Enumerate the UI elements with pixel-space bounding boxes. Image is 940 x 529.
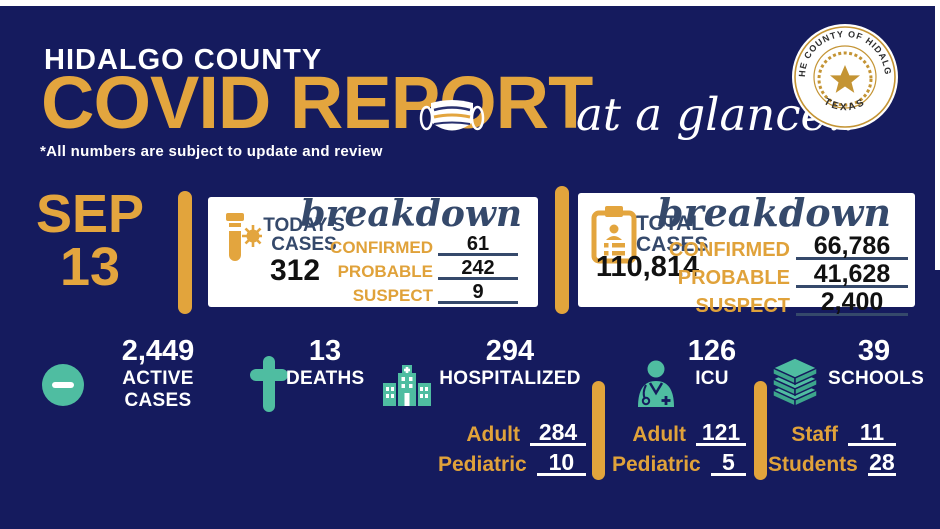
stat-label: HOSPITALIZED — [439, 368, 581, 389]
card-label-line2: CASES — [271, 234, 337, 256]
total-cases-card: TOTAL CASES 110,814 breakdown CONFIRMED … — [578, 190, 915, 316]
stat-label: ICU — [695, 368, 729, 389]
gold-divider — [754, 381, 767, 480]
breakdown-title: breakdown — [657, 190, 891, 235]
card-label-line1: TOTAL — [636, 212, 705, 235]
row-label: SUSPECT — [695, 295, 790, 317]
disclaimer-text: *All numbers are subject to update and r… — [40, 143, 383, 160]
substat-label: Adult — [466, 423, 520, 446]
substat-value: 10 — [536, 451, 586, 476]
row-value: 242 — [438, 258, 518, 280]
active-cases-stat: 2,449 ACTIVE CASES — [88, 334, 228, 412]
substat-value: 5 — [710, 451, 746, 476]
substat-value: 11 — [848, 421, 896, 446]
substat-value: 121 — [696, 421, 746, 446]
row-value: 9 — [438, 282, 518, 304]
stacked-books-icon — [771, 358, 819, 408]
stat-value: 2,449 — [121, 335, 195, 367]
substat-label: Students — [768, 453, 858, 476]
breakdown-row: CONFIRMED 61 — [330, 234, 518, 257]
date-day: 13 — [59, 237, 121, 297]
card-label: TODAY'S CASES — [252, 216, 356, 255]
stat-value: 294 — [485, 335, 535, 367]
minus-circle-icon — [42, 364, 84, 406]
deaths-stat: 13 DEATHS — [286, 334, 364, 390]
face-mask-icon — [419, 100, 485, 131]
breakdown-rows: CONFIRMED 61 PROBABLE 242 SUSPECT 9 — [330, 234, 518, 307]
right-edge-strip — [935, 0, 940, 270]
county-name: HIDALGO COUNTY — [44, 44, 323, 76]
memorial-cross-icon — [250, 356, 288, 412]
todays-cases-card: TODAY'S CASES 312 breakdown CONFIRMED 61… — [208, 193, 538, 307]
substat-label: Pediatric — [612, 453, 701, 476]
todays-cases-total: 312 — [269, 254, 321, 287]
substat-label: Adult — [632, 423, 686, 446]
gold-divider — [178, 191, 192, 314]
report-date: SEP 13 — [30, 184, 150, 297]
stat-value: 39 — [857, 335, 891, 367]
test-tube-virus-icon — [226, 213, 262, 261]
substat-row: Staff 11 — [768, 420, 896, 446]
row-label: PROBABLE — [677, 267, 790, 289]
substat-row: Adult 121 — [612, 420, 746, 446]
clipboard-checklist-icon — [591, 206, 637, 264]
stat-label: DEATHS — [286, 368, 365, 389]
row-label: SUSPECT — [352, 286, 433, 305]
icu-stat: 126 ICU — [680, 334, 744, 390]
county-seal: THE COUNTY OF HIDALGO TEXAS — [792, 24, 898, 130]
substat-row: Pediatric 5 — [612, 450, 746, 476]
stat-label: SCHOOLS — [828, 368, 925, 389]
hospitalized-stat: 294 HOSPITALIZED — [438, 334, 582, 390]
card-label-line2: CASES — [636, 233, 709, 257]
substat-row: Pediatric 10 — [438, 450, 586, 476]
breakdown-row: SUSPECT 2,400 — [669, 290, 908, 317]
hospitalized-substats: Adult 284 Pediatric 10 — [438, 420, 586, 480]
row-value: 61 — [438, 234, 518, 256]
seal-star-icon — [830, 65, 860, 93]
substat-label: Staff — [791, 423, 838, 446]
schools-stat: 39 SCHOOLS — [828, 334, 925, 390]
row-label: PROBABLE — [337, 262, 433, 281]
row-value: 2,400 — [796, 290, 908, 316]
row-label: CONFIRMED — [330, 238, 433, 257]
substat-value: 28 — [867, 449, 896, 476]
stat-label: ACTIVE CASES — [122, 368, 194, 411]
substat-label: Pediatric — [438, 453, 527, 476]
doctor-icon — [638, 360, 674, 407]
row-value: 41,628 — [796, 262, 908, 288]
breakdown-row: CONFIRMED 66,786 — [668, 234, 908, 261]
breakdown-row: SUSPECT 9 — [330, 282, 518, 305]
breakdown-title: breakdown — [300, 193, 522, 235]
schools-substats: Staff 11 Students 28 — [768, 420, 896, 480]
icu-substats: Adult 121 Pediatric 5 — [612, 420, 746, 480]
breakdown-row: PROBABLE 242 — [330, 258, 518, 281]
hospital-icon — [383, 365, 431, 406]
date-month: SEP — [35, 184, 145, 244]
report-title: COVID REPORT — [41, 61, 593, 144]
top-edge-strip — [0, 0, 940, 6]
gold-divider — [592, 381, 605, 480]
row-label: CONFIRMED — [668, 239, 790, 261]
breakdown-rows: CONFIRMED 66,786 PROBABLE 41,628 SUSPECT… — [668, 234, 908, 319]
stat-value: 13 — [308, 335, 342, 367]
card-label: TOTAL CASES — [636, 213, 708, 256]
breakdown-row: PROBABLE 41,628 — [669, 262, 908, 289]
substat-value: 284 — [530, 421, 586, 446]
row-value: 66,786 — [796, 234, 908, 260]
stat-value: 126 — [687, 335, 737, 367]
substat-row: Students 28 — [768, 450, 896, 476]
card-label-line1: TODAY'S — [263, 215, 345, 236]
gold-divider — [555, 186, 569, 314]
total-cases-total: 110,814 — [595, 251, 700, 283]
substat-row: Adult 284 — [438, 420, 586, 446]
